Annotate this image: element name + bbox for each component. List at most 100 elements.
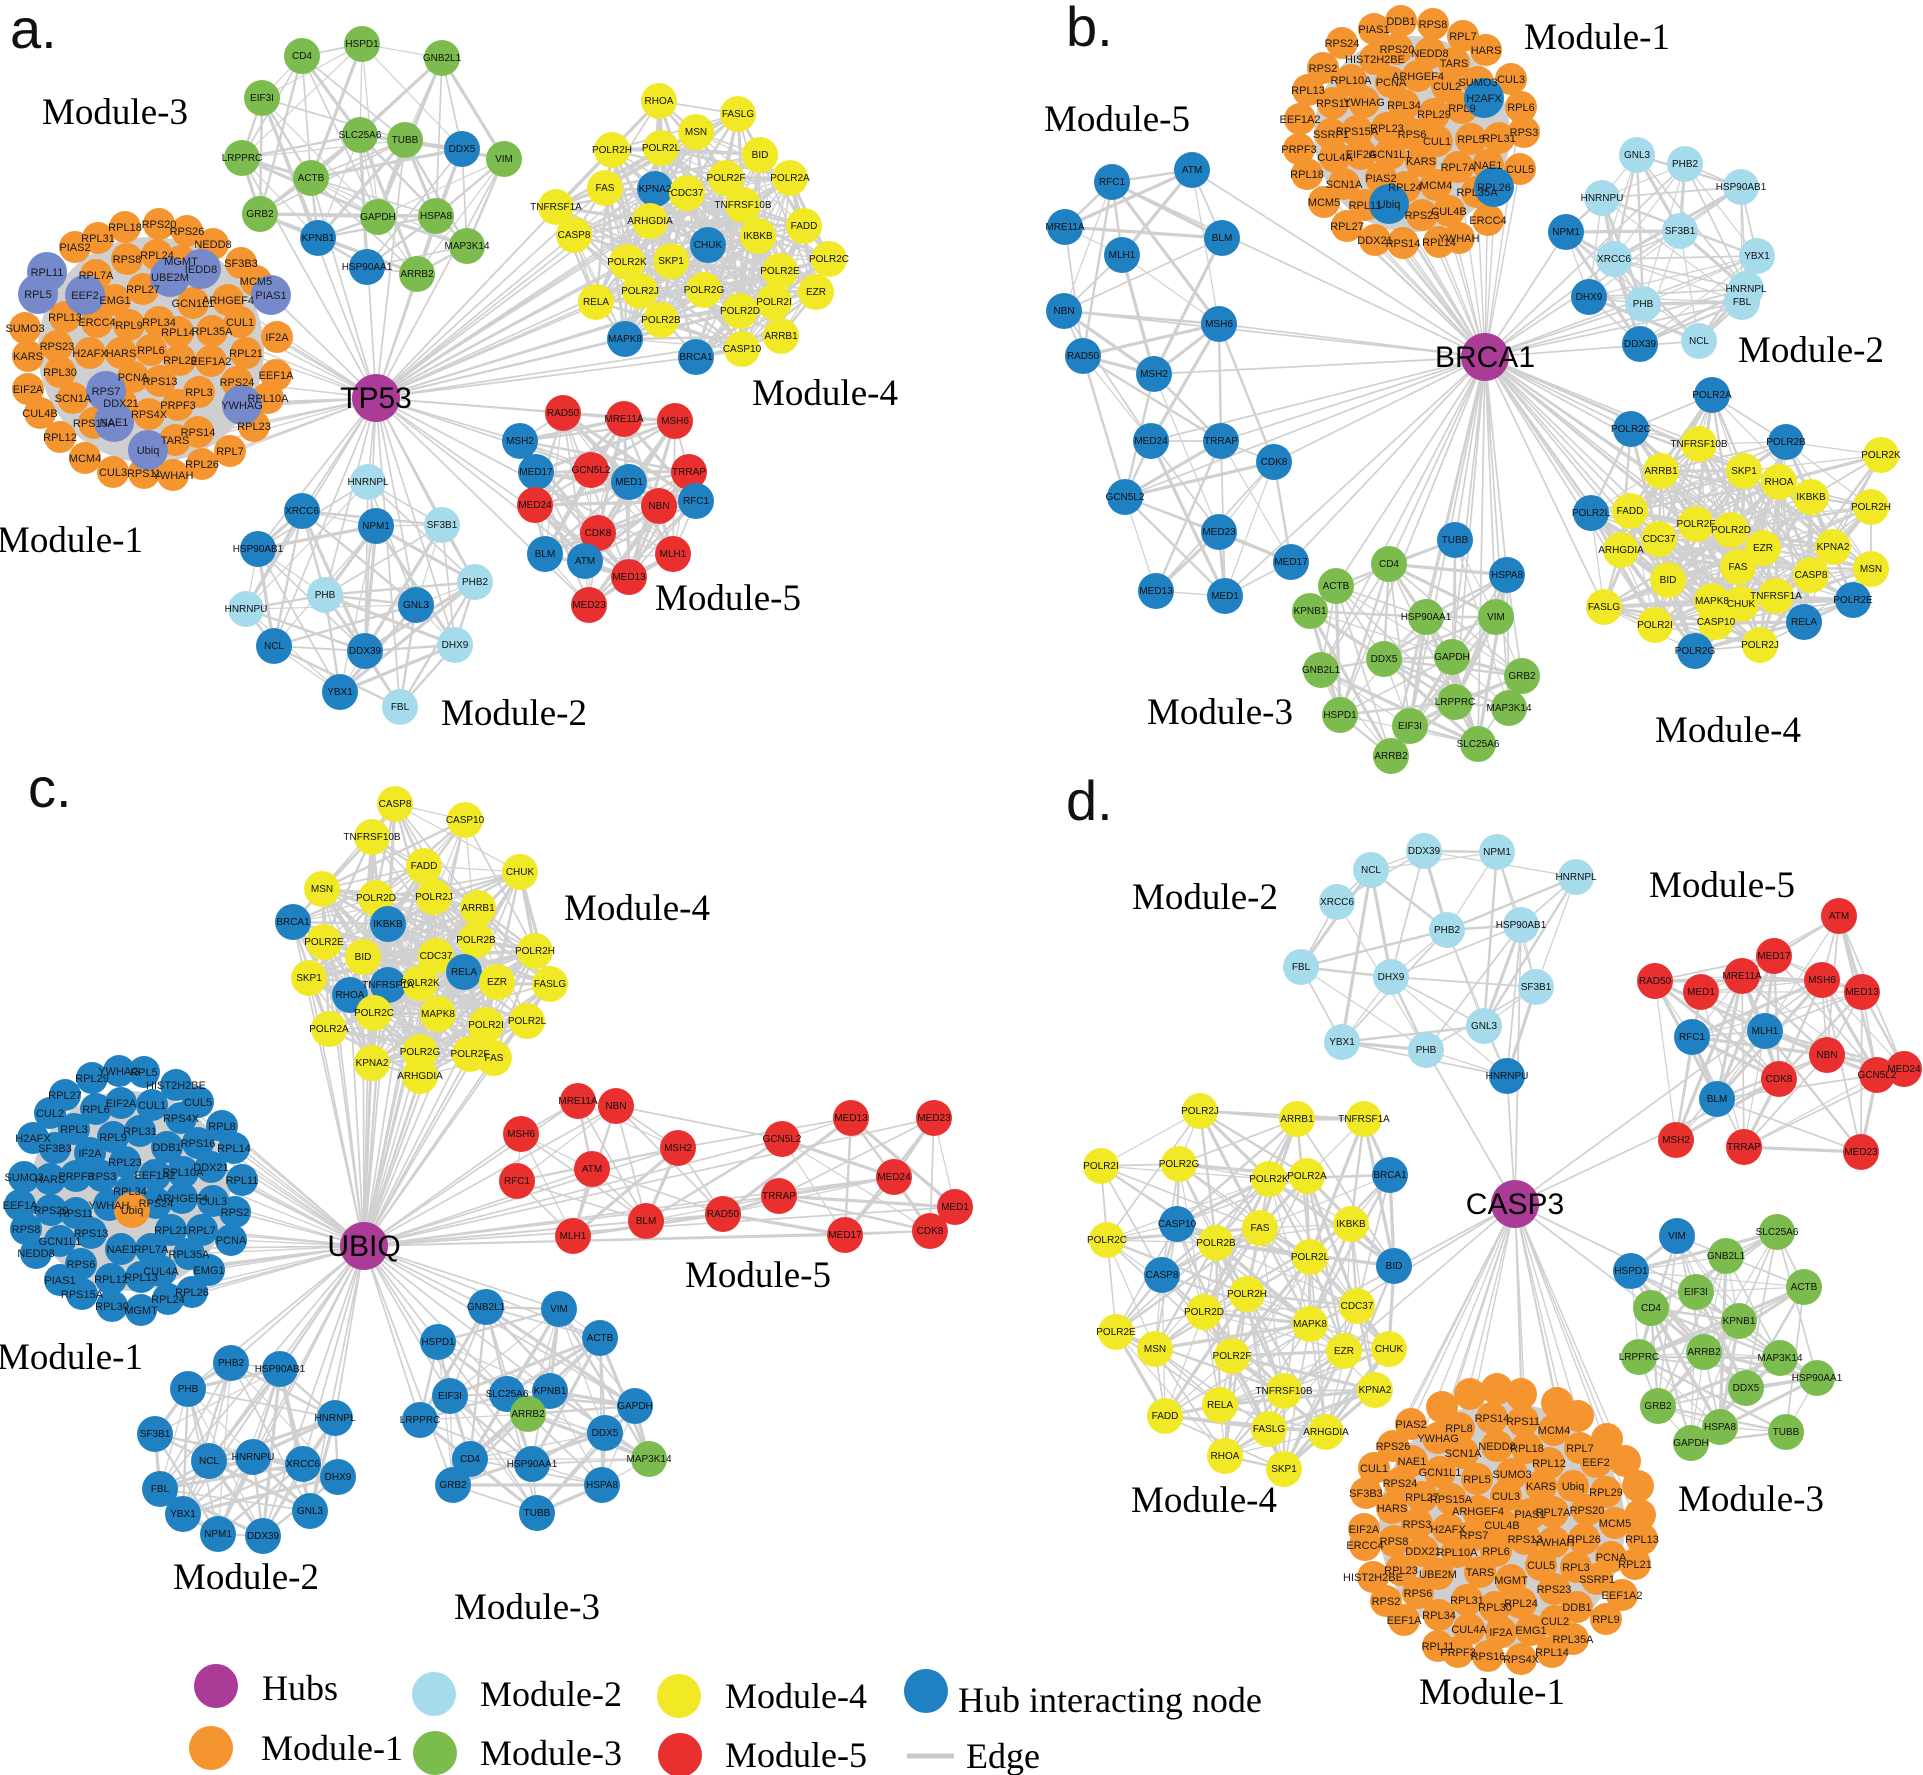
svg-text:YWHAG: YWHAG xyxy=(1417,1433,1459,1445)
svg-text:PIAS1: PIAS1 xyxy=(1514,1509,1545,1521)
svg-text:MCM5: MCM5 xyxy=(1599,1518,1631,1530)
svg-text:RPL14: RPL14 xyxy=(161,327,195,339)
svg-text:NEDD8: NEDD8 xyxy=(1411,48,1448,60)
svg-text:YBX1: YBX1 xyxy=(327,687,353,698)
svg-text:RPL34: RPL34 xyxy=(142,317,176,329)
svg-text:RPS14: RPS14 xyxy=(1475,1413,1510,1425)
svg-text:TARS: TARS xyxy=(1466,1567,1495,1579)
svg-text:RPL8: RPL8 xyxy=(1445,1423,1473,1435)
svg-text:CUL3: CUL3 xyxy=(99,467,127,479)
svg-text:HSP90AB1: HSP90AB1 xyxy=(233,544,284,555)
svg-text:DDX21: DDX21 xyxy=(103,398,138,410)
svg-text:GCN5L2: GCN5L2 xyxy=(1106,492,1145,503)
svg-text:RPL10A: RPL10A xyxy=(1331,75,1373,87)
svg-text:Hub interacting node: Hub interacting node xyxy=(958,1680,1262,1720)
svg-text:Module-1: Module-1 xyxy=(1524,17,1670,58)
svg-text:VIM: VIM xyxy=(1668,1231,1686,1242)
svg-text:CUL4B: CUL4B xyxy=(1484,1520,1519,1532)
svg-text:RPS23: RPS23 xyxy=(1537,1584,1572,1596)
svg-text:RHOA: RHOA xyxy=(1765,477,1794,488)
svg-text:NAE1: NAE1 xyxy=(1398,1456,1427,1468)
svg-text:NAE1: NAE1 xyxy=(100,417,129,429)
svg-text:RPS11: RPS11 xyxy=(1506,1416,1540,1428)
svg-text:BID: BID xyxy=(1386,1261,1403,1272)
svg-text:Module-3: Module-3 xyxy=(454,1587,600,1628)
svg-text:POLR2G: POLR2G xyxy=(1675,646,1716,657)
svg-text:RPL8: RPL8 xyxy=(208,1121,236,1133)
svg-text:MSH2: MSH2 xyxy=(1662,1135,1690,1146)
svg-text:GCN1L1: GCN1L1 xyxy=(1419,1467,1462,1479)
svg-text:EMG1: EMG1 xyxy=(99,295,130,307)
svg-text:PHB: PHB xyxy=(315,590,336,601)
svg-text:RPL7: RPL7 xyxy=(216,446,244,458)
svg-text:BID: BID xyxy=(752,150,769,161)
svg-text:KPNA2: KPNA2 xyxy=(1817,542,1850,553)
svg-text:TNFRSF1A: TNFRSF1A xyxy=(1750,591,1802,602)
svg-text:RPL18: RPL18 xyxy=(1510,1443,1544,1455)
svg-text:CASP10: CASP10 xyxy=(446,815,485,826)
svg-text:EEF1A: EEF1A xyxy=(259,370,295,382)
svg-text:EZR: EZR xyxy=(806,287,826,298)
svg-text:MLH1: MLH1 xyxy=(560,1231,587,1242)
svg-text:RPS15A: RPS15A xyxy=(61,1289,104,1301)
svg-text:TRRAP: TRRAP xyxy=(672,467,706,478)
svg-text:PCNA: PCNA xyxy=(216,1235,247,1247)
svg-text:RPL7: RPL7 xyxy=(188,1225,216,1237)
svg-text:MED23: MED23 xyxy=(572,600,606,611)
svg-text:IKBKB: IKBKB xyxy=(743,231,773,242)
svg-text:DDX39: DDX39 xyxy=(349,646,382,657)
svg-text:MED23: MED23 xyxy=(917,1113,951,1124)
svg-text:MAPK8: MAPK8 xyxy=(421,1009,455,1020)
svg-text:RPS15A: RPS15A xyxy=(73,418,116,430)
svg-text:CHUK: CHUK xyxy=(1727,599,1756,610)
svg-text:HARS: HARS xyxy=(1377,1503,1408,1515)
svg-text:RPL11: RPL11 xyxy=(31,267,64,279)
svg-text:RPL31: RPL31 xyxy=(81,233,115,245)
svg-text:MAP3K14: MAP3K14 xyxy=(626,1454,671,1465)
svg-text:ACTB: ACTB xyxy=(1323,581,1350,592)
svg-text:RPS4X: RPS4X xyxy=(131,409,168,421)
svg-text:Module-2: Module-2 xyxy=(173,1557,319,1598)
svg-text:LRPPRC: LRPPRC xyxy=(222,153,263,164)
svg-text:PIAS2: PIAS2 xyxy=(1395,1419,1426,1431)
svg-text:Module-1: Module-1 xyxy=(0,520,143,561)
svg-text:RAD50: RAD50 xyxy=(1639,976,1672,987)
svg-text:TUBB: TUBB xyxy=(524,1508,551,1519)
svg-text:POLR2I: POLR2I xyxy=(1083,1161,1119,1172)
svg-text:POLR2L: POLR2L xyxy=(1572,508,1611,519)
svg-text:FASLG: FASLG xyxy=(534,979,566,990)
svg-text:DHX9: DHX9 xyxy=(442,640,469,651)
svg-text:POLR2L: POLR2L xyxy=(642,143,681,154)
svg-text:RPL29: RPL29 xyxy=(163,355,197,367)
svg-text:SF3B1: SF3B1 xyxy=(1665,226,1696,237)
svg-text:MED23: MED23 xyxy=(1844,1147,1878,1158)
svg-text:Module-5: Module-5 xyxy=(1044,99,1190,140)
svg-text:RPL12: RPL12 xyxy=(94,1274,128,1286)
svg-text:IF2A: IF2A xyxy=(265,332,289,344)
svg-text:RPL23: RPL23 xyxy=(1384,1565,1418,1577)
svg-text:RPL7: RPL7 xyxy=(1566,1443,1594,1455)
svg-text:RHOA: RHOA xyxy=(336,990,365,1001)
svg-text:CASP8: CASP8 xyxy=(1146,1270,1179,1281)
svg-text:a.: a. xyxy=(10,0,57,60)
svg-text:RPS14: RPS14 xyxy=(181,427,216,439)
svg-text:XRCC6: XRCC6 xyxy=(1320,897,1354,908)
svg-text:YBX1: YBX1 xyxy=(1744,251,1770,262)
svg-text:Module-5: Module-5 xyxy=(655,578,801,619)
svg-text:EEF1A2: EEF1A2 xyxy=(1280,114,1321,126)
svg-text:POLR2E: POLR2E xyxy=(1833,595,1873,606)
svg-text:RPL29: RPL29 xyxy=(75,1073,109,1085)
svg-text:EIF3I: EIF3I xyxy=(1684,1287,1708,1298)
svg-text:Module-4: Module-4 xyxy=(564,888,710,929)
svg-text:GNB2L1: GNB2L1 xyxy=(1707,1251,1746,1262)
svg-text:Module-2: Module-2 xyxy=(1738,330,1884,371)
svg-text:GNL3: GNL3 xyxy=(1471,1021,1498,1032)
svg-text:IKBKB: IKBKB xyxy=(373,919,403,930)
svg-text:HSP90AA1: HSP90AA1 xyxy=(342,262,393,273)
svg-text:RPS6: RPS6 xyxy=(67,1259,96,1271)
svg-text:EMG1: EMG1 xyxy=(1515,1625,1546,1637)
svg-text:NCL: NCL xyxy=(1689,336,1709,347)
svg-text:CASP10: CASP10 xyxy=(1697,617,1736,628)
svg-text:RPL23: RPL23 xyxy=(237,421,271,433)
svg-text:GCN1L1: GCN1L1 xyxy=(39,1236,82,1248)
